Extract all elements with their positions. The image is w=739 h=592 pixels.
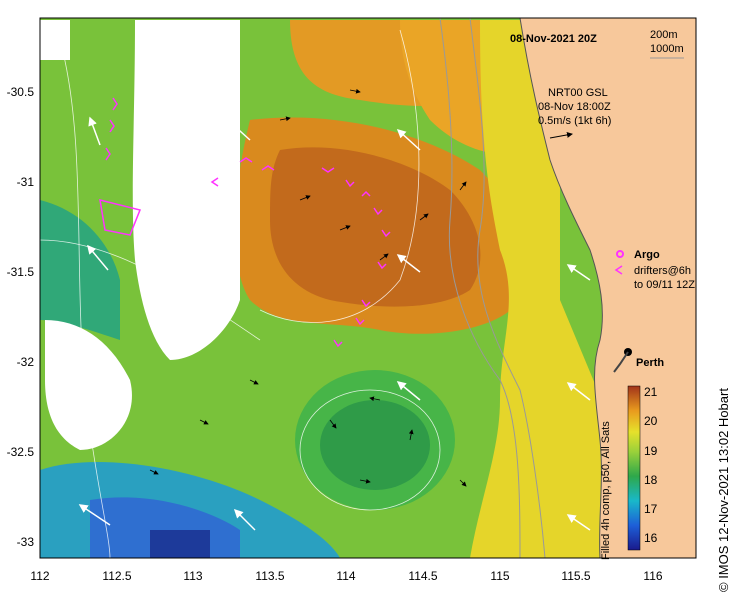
svg-text:114: 114 (336, 569, 355, 583)
svg-text:116: 116 (643, 569, 662, 583)
current-time-label: 08-Nov 18:00Z (538, 101, 611, 113)
svg-text:19: 19 (644, 444, 658, 458)
svg-text:113.5: 113.5 (255, 569, 284, 583)
map-title: 08-Nov-2021 20Z (510, 33, 597, 45)
svg-text:16: 16 (644, 531, 658, 545)
drifter-icon (614, 265, 623, 275)
svg-text:-32: -32 (17, 355, 35, 369)
svg-text:115.5: 115.5 (561, 569, 590, 583)
sst-field (40, 18, 696, 558)
depth-legend-200: 200m (650, 29, 678, 41)
argo-label: Argo (634, 249, 660, 261)
x-axis-ticks: 112 112.5 113 113.5 114 114.5 115 115.5 … (30, 569, 662, 583)
land-mass (520, 18, 696, 558)
svg-text:-33: -33 (17, 535, 35, 549)
city-label: Perth (636, 357, 664, 369)
depth-legend-1000: 1000m (650, 43, 684, 55)
current-model-label: NRT00 GSL (548, 87, 608, 99)
colorbar-ticks: 21 20 19 18 17 16 (644, 385, 658, 545)
svg-text:-31: -31 (17, 175, 35, 189)
argo-icon (616, 250, 624, 258)
svg-text:-30.5: -30.5 (7, 85, 35, 99)
svg-text:-32.5: -32.5 (7, 445, 35, 459)
svg-text:114.5: 114.5 (408, 569, 437, 583)
scale-arrow (549, 131, 573, 139)
drifter-tracks (99, 97, 391, 348)
drifter-label-2: to 09/11 12Z (634, 279, 695, 291)
copyright-label: © IMOS 12-Nov-2021 13:02 Hobart (716, 388, 731, 592)
svg-text:17: 17 (644, 502, 658, 516)
current-vectors (149, 88, 467, 487)
drifter-label-1: drifters@6h (634, 265, 691, 277)
y-axis-ticks: -30.5 -31 -31.5 -32 -32.5 -33 (7, 85, 35, 549)
svg-text:20: 20 (644, 414, 658, 428)
svg-text:112: 112 (30, 569, 49, 583)
current-scale-label: 0.5m/s (1kt 6h) (538, 115, 611, 127)
colorbar (627, 385, 641, 551)
svg-text:18: 18 (644, 473, 658, 487)
svg-text:-31.5: -31.5 (7, 265, 35, 279)
svg-text:113: 113 (183, 569, 202, 583)
svg-text:115: 115 (490, 569, 509, 583)
svg-text:112.5: 112.5 (102, 569, 131, 583)
map-frame (39, 17, 697, 559)
svg-text:21: 21 (644, 385, 658, 399)
colorbar-label: Filled 4h comp, p50, All Sats (600, 421, 612, 560)
